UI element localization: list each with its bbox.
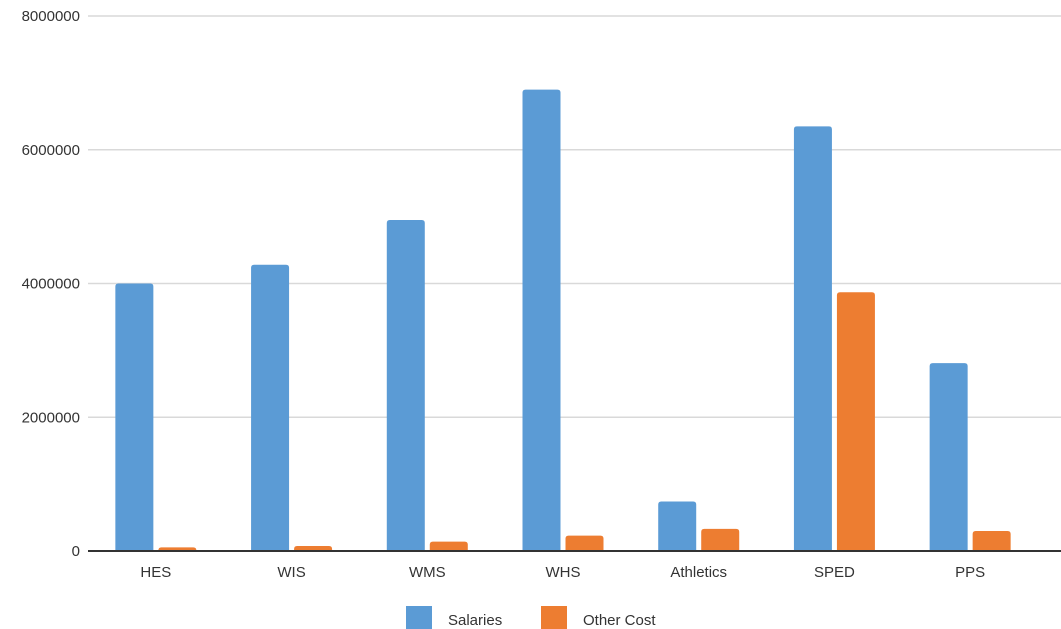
- y-tick-label: 4000000: [22, 276, 80, 293]
- bar-salaries: [386, 219, 425, 551]
- x-category-label: WIS: [277, 564, 305, 581]
- y-tick-label: 2000000: [22, 409, 80, 426]
- legend-label: Salaries: [448, 612, 502, 629]
- legend: Salaries Other Cost: [406, 606, 656, 629]
- y-tick-label: 8000000: [22, 8, 80, 25]
- y-axis-tick-labels: 0 2000000 4000000 6000000 8000000: [22, 8, 80, 560]
- bar-other-cost: [294, 545, 333, 551]
- x-axis-category-labels: HES WIS WMS WHS Athletics SPED PPS: [140, 564, 985, 581]
- x-category-label: Athletics: [670, 564, 727, 581]
- x-category-label: WHS: [546, 564, 581, 581]
- x-category-label: SPED: [814, 564, 855, 581]
- gridlines: [88, 15, 1061, 418]
- bar-salaries: [793, 126, 832, 551]
- bar-salaries: [929, 363, 968, 551]
- bar-other-cost: [836, 292, 875, 551]
- x-category-label: PPS: [955, 564, 985, 581]
- bar-salaries: [658, 501, 697, 551]
- legend-swatch: [406, 606, 432, 629]
- y-tick-label: 0: [72, 543, 80, 560]
- bar-salaries: [522, 89, 561, 551]
- bar-other-cost: [565, 535, 604, 551]
- bars: [115, 89, 1011, 551]
- bar-salaries: [251, 264, 290, 551]
- bar-other-cost: [972, 530, 1011, 551]
- legend-swatch: [541, 606, 567, 629]
- x-category-label: HES: [140, 564, 171, 581]
- legend-label: Other Cost: [583, 612, 656, 629]
- x-category-label: WMS: [409, 564, 446, 581]
- y-tick-label: 6000000: [22, 142, 80, 159]
- bar-other-cost: [701, 528, 740, 551]
- bar-salaries: [115, 283, 154, 551]
- bar-other-cost: [429, 541, 468, 551]
